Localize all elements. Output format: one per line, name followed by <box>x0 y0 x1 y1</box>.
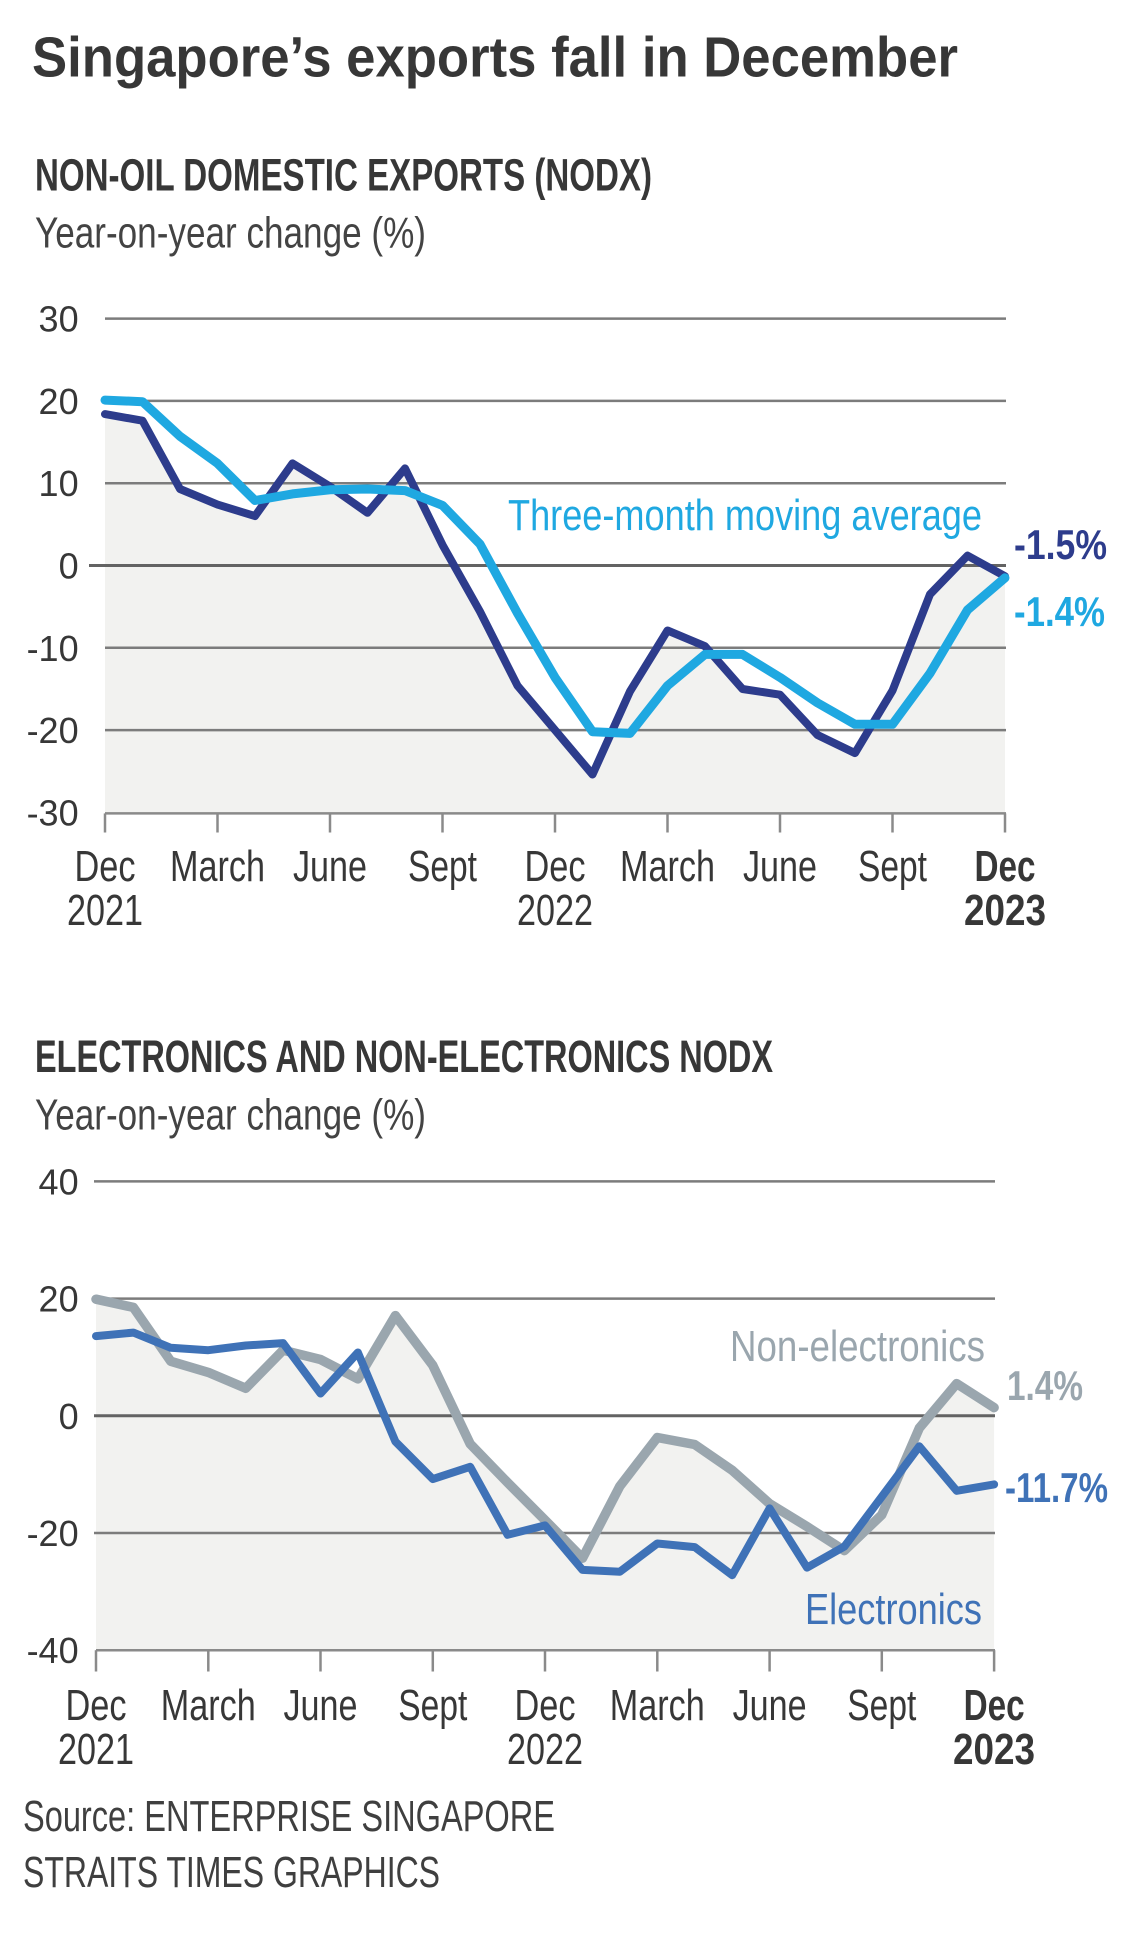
svg-text:-1.5%: -1.5% <box>1014 521 1107 568</box>
svg-text:-20: -20 <box>27 1513 79 1554</box>
svg-text:NON-OIL DOMESTIC EXPORTS (NODX: NON-OIL DOMESTIC EXPORTS (NODX) <box>35 150 652 201</box>
svg-text:0: 0 <box>59 1396 79 1437</box>
svg-text:2021: 2021 <box>58 1725 134 1774</box>
svg-text:Year-on-year change (%): Year-on-year change (%) <box>35 208 426 257</box>
svg-text:June: June <box>293 842 367 891</box>
svg-text:Dec: Dec <box>66 1681 127 1730</box>
svg-text:40: 40 <box>39 1161 79 1202</box>
svg-text:2022: 2022 <box>507 1725 583 1774</box>
svg-text:-40: -40 <box>27 1630 79 1671</box>
svg-text:-11.7%: -11.7% <box>1005 1464 1108 1511</box>
svg-text:2023: 2023 <box>953 1725 1035 1774</box>
svg-text:-20: -20 <box>27 710 79 751</box>
svg-text:Dec: Dec <box>964 1681 1025 1730</box>
svg-text:Three-month moving average: Three-month moving average <box>508 491 982 540</box>
svg-text:Dec: Dec <box>75 842 136 891</box>
svg-text:-10: -10 <box>27 628 79 669</box>
svg-text:10: 10 <box>39 463 79 504</box>
svg-text:ELECTRONICS AND NON-ELECTRONIC: ELECTRONICS AND NON-ELECTRONICS NODX <box>35 1031 773 1082</box>
svg-text:0: 0 <box>59 546 79 587</box>
svg-text:2022: 2022 <box>517 886 593 935</box>
svg-text:Sept: Sept <box>858 842 927 891</box>
svg-text:Dec: Dec <box>515 1681 576 1730</box>
svg-text:March: March <box>161 1681 256 1730</box>
svg-text:2021: 2021 <box>67 886 143 935</box>
svg-text:June: June <box>733 1681 807 1730</box>
svg-text:Non-electronics: Non-electronics <box>730 1322 985 1371</box>
svg-text:Year-on-year change (%): Year-on-year change (%) <box>35 1090 426 1139</box>
svg-text:Source: ENTERPRISE SINGAPORE: Source: ENTERPRISE SINGAPORE <box>23 1792 555 1841</box>
svg-text:Dec: Dec <box>525 842 586 891</box>
svg-text:March: March <box>170 842 265 891</box>
svg-text:Electronics: Electronics <box>805 1585 982 1634</box>
svg-text:20: 20 <box>39 381 79 422</box>
svg-text:Singapore’s exports fall in De: Singapore’s exports fall in December <box>32 26 958 90</box>
svg-text:STRAITS TIMES GRAPHICS: STRAITS TIMES GRAPHICS <box>23 1848 440 1897</box>
svg-text:-1.4%: -1.4% <box>1014 588 1105 635</box>
svg-text:2023: 2023 <box>964 886 1046 935</box>
svg-text:March: March <box>620 842 715 891</box>
svg-text:Sept: Sept <box>408 842 477 891</box>
svg-text:30: 30 <box>39 299 79 340</box>
svg-text:June: June <box>743 842 817 891</box>
svg-text:Sept: Sept <box>847 1681 916 1730</box>
svg-text:March: March <box>610 1681 705 1730</box>
svg-text:June: June <box>284 1681 358 1730</box>
svg-text:Dec: Dec <box>975 842 1036 891</box>
svg-text:Sept: Sept <box>398 1681 467 1730</box>
svg-text:1.4%: 1.4% <box>1007 1362 1083 1409</box>
svg-text:-30: -30 <box>27 792 79 833</box>
svg-text:20: 20 <box>39 1279 79 1320</box>
